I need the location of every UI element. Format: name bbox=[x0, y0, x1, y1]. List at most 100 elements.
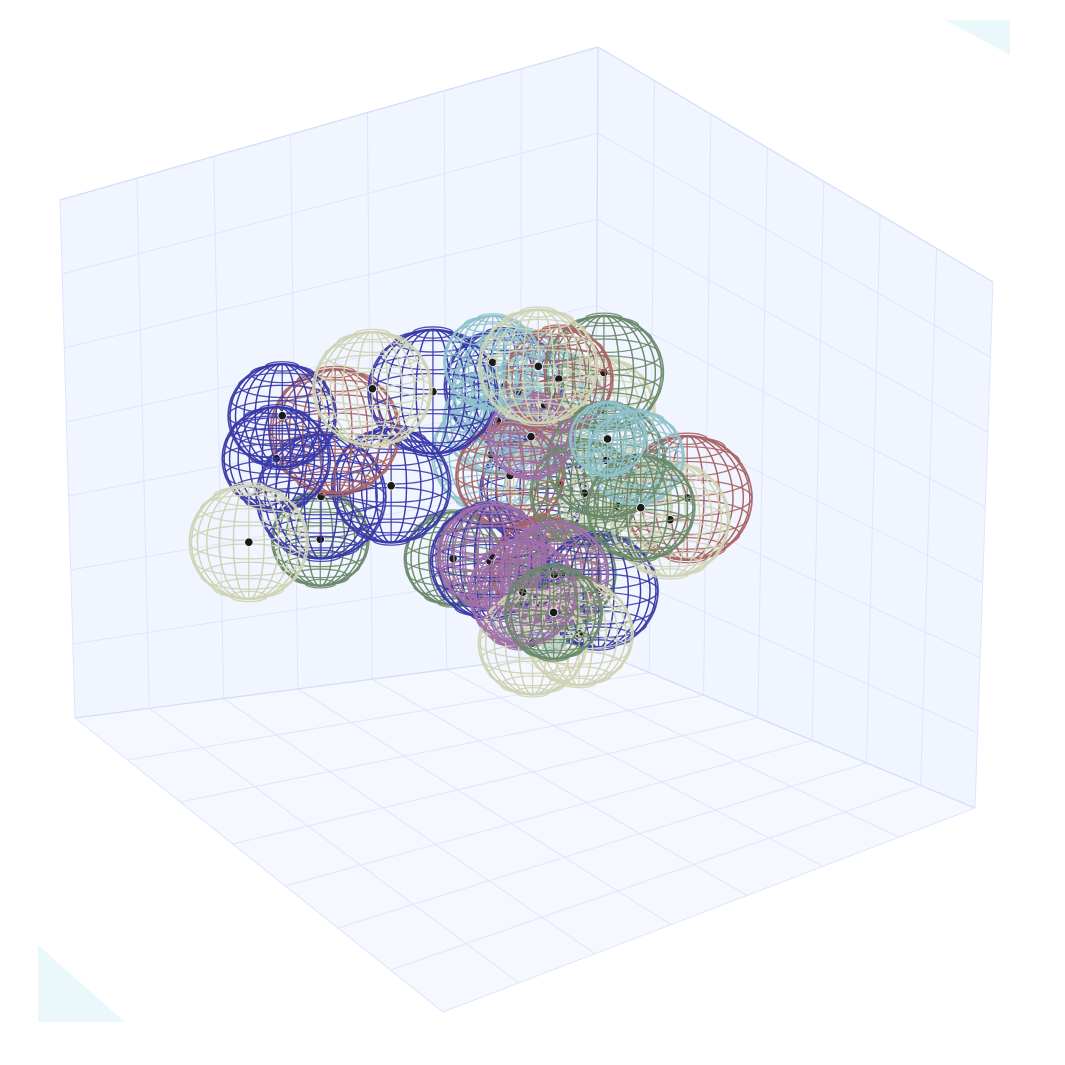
sphere-longitude bbox=[505, 565, 602, 660]
sphere-latitude bbox=[478, 349, 599, 384]
sphere-center-point bbox=[367, 384, 377, 394]
sphere-latitude bbox=[255, 477, 387, 516]
sphere-latitude bbox=[267, 517, 375, 549]
sphere-lightblue-44 bbox=[568, 400, 647, 478]
sphere-latitude bbox=[513, 573, 594, 597]
corner-tint-bottom-left bbox=[38, 945, 125, 1022]
floor-pane bbox=[75, 650, 975, 1012]
grid-left-horizontal bbox=[64, 218, 598, 349]
sphere-latitude bbox=[569, 427, 646, 451]
sphere-latitude bbox=[188, 524, 309, 560]
axis-panes bbox=[60, 47, 993, 1012]
sphere-cream-7 bbox=[478, 306, 599, 427]
sphere-longitude bbox=[190, 484, 307, 600]
sphere-latitude bbox=[296, 369, 374, 393]
sphere-center-point bbox=[533, 361, 543, 371]
sphere-latitude bbox=[296, 470, 374, 493]
sphere-latitude bbox=[504, 598, 603, 627]
grid-floor-a bbox=[371, 678, 748, 896]
sphere-longitude bbox=[488, 394, 574, 479]
sphere-latitude bbox=[200, 494, 298, 523]
sphere-latitude bbox=[489, 385, 588, 414]
sphere-center-point bbox=[526, 432, 536, 442]
sphere-longitude bbox=[314, 331, 431, 447]
sphere-longitude bbox=[570, 402, 645, 476]
grid-left-vertical bbox=[213, 156, 225, 699]
sphere-center-point bbox=[548, 607, 559, 618]
box-edge-top-right bbox=[597, 46, 994, 283]
sphere-latitude bbox=[323, 341, 422, 370]
sphere-latitude bbox=[455, 459, 565, 492]
sphere-latitude bbox=[489, 318, 588, 347]
sphere-latitude bbox=[576, 451, 639, 470]
sphere-latitude bbox=[513, 628, 594, 652]
sphere-latitude bbox=[221, 442, 331, 475]
grid-floor-b bbox=[442, 807, 976, 1013]
sphere-center-point bbox=[277, 411, 287, 421]
sphere-latitude bbox=[200, 561, 298, 590]
spheres-layer bbox=[188, 306, 753, 698]
grid-floor-a bbox=[148, 707, 520, 984]
sphere-cream-4 bbox=[188, 482, 310, 603]
sphere-latitude bbox=[514, 335, 604, 362]
sphere-center-point bbox=[554, 374, 564, 384]
sphere-green-43 bbox=[504, 563, 604, 662]
sphere-latitude bbox=[342, 505, 440, 534]
grid-floor-a bbox=[297, 688, 672, 925]
grid-right-horizontal bbox=[597, 132, 991, 358]
sphere-latitude bbox=[596, 464, 686, 491]
corner-tint-top-right bbox=[945, 20, 1010, 55]
left-back-pane bbox=[60, 47, 598, 718]
corner-tints bbox=[38, 20, 1010, 1022]
sphere-latitude bbox=[379, 412, 487, 444]
sphere-latitude bbox=[478, 548, 568, 575]
grid-left-horizontal bbox=[62, 132, 598, 275]
sphere-latitude bbox=[237, 433, 327, 460]
sphere-latitude bbox=[648, 436, 726, 459]
box-edge-floor-right bbox=[594, 649, 976, 809]
box-edge-floor-left bbox=[74, 649, 596, 719]
sphere-latitude bbox=[487, 423, 575, 450]
box-edge-top-left bbox=[59, 46, 599, 201]
grid-floor-b bbox=[232, 717, 758, 845]
sphere-center-point bbox=[386, 481, 396, 491]
grid-floor-a bbox=[446, 668, 824, 867]
sphere-latitude bbox=[227, 399, 337, 432]
grid-floor-a bbox=[223, 698, 596, 955]
grid-left-vertical bbox=[290, 134, 299, 689]
sphere-latitude bbox=[323, 408, 422, 437]
grid-right-vertical bbox=[865, 214, 881, 763]
sphere-latitude bbox=[634, 519, 741, 550]
sphere-latitude bbox=[488, 660, 577, 687]
sphere-latitude bbox=[443, 348, 542, 377]
grid-left-vertical bbox=[136, 178, 150, 709]
grid-right-horizontal bbox=[595, 563, 978, 734]
sphere-latitude bbox=[331, 468, 452, 504]
sphere-longitude bbox=[545, 314, 662, 431]
sphere-latitude bbox=[237, 372, 327, 399]
sphere-longitude bbox=[480, 308, 597, 425]
sphere-latitude bbox=[452, 323, 533, 347]
grid-floor-b bbox=[285, 739, 813, 887]
grid-right-vertical bbox=[811, 181, 825, 741]
sphere-center-point bbox=[602, 434, 613, 444]
sphere-cream-12 bbox=[312, 328, 433, 449]
grid-right-horizontal bbox=[596, 304, 986, 508]
grid-floor-a bbox=[74, 717, 444, 1013]
grid-right-horizontal bbox=[596, 218, 989, 433]
grid-floor-b bbox=[337, 762, 867, 929]
sphere-longitude bbox=[587, 410, 684, 505]
grid-floor-a bbox=[520, 659, 900, 838]
sphere-center-point bbox=[244, 537, 254, 547]
sphere-latitude bbox=[509, 531, 599, 558]
sphere-longitude bbox=[445, 329, 562, 445]
sphere-green-20 bbox=[585, 453, 696, 563]
grid-floor-b bbox=[180, 694, 704, 803]
sphere-center-point bbox=[636, 503, 646, 513]
grid-left-vertical bbox=[59, 199, 76, 719]
sphere-latitude bbox=[621, 472, 719, 501]
sphere-latitude bbox=[596, 525, 686, 552]
sphere-latitude bbox=[576, 408, 639, 427]
